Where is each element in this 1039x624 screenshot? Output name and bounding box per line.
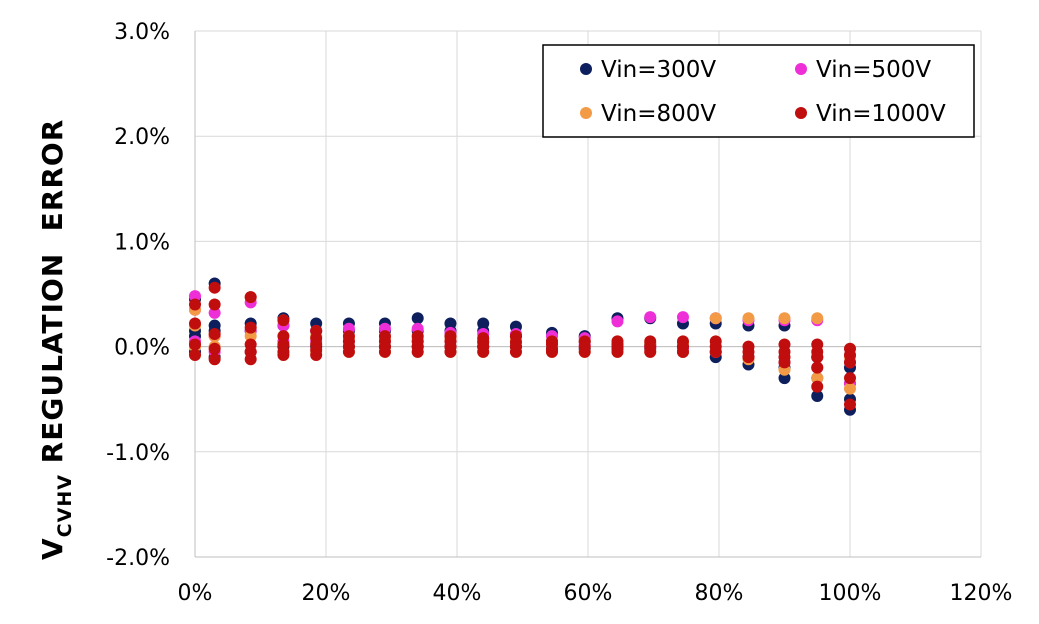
data-point — [277, 349, 290, 362]
y-tick-label: 2.0% — [114, 125, 170, 150]
legend-marker — [795, 63, 807, 75]
data-point — [244, 330, 257, 343]
y-tick-label: 3.0% — [114, 20, 170, 45]
data-point — [277, 314, 290, 327]
data-point — [709, 312, 722, 325]
data-point — [477, 345, 490, 358]
data-point — [208, 306, 221, 319]
series-vin-1000v — [189, 281, 856, 411]
y-axis-ticks: 3.0% 2.0% 1.0% 0.0% -1.0% -2.0% — [106, 20, 170, 571]
data-point — [611, 345, 624, 358]
data-point — [778, 372, 791, 385]
data-point — [189, 298, 201, 311]
legend-label: Vin=800V — [601, 101, 716, 127]
data-point — [411, 345, 424, 358]
data-point — [811, 351, 824, 364]
data-point — [208, 298, 221, 311]
data-point — [189, 338, 201, 351]
x-tick-label: 60% — [564, 581, 613, 606]
data-point — [189, 290, 201, 303]
legend-marker — [580, 63, 592, 75]
data-point — [578, 345, 591, 358]
data-point — [778, 312, 791, 325]
y-axis-label-main: V — [36, 537, 69, 560]
data-point — [844, 356, 856, 369]
data-point — [509, 345, 522, 358]
x-tick-label: 0% — [178, 581, 213, 606]
legend: Vin=300V Vin=500V Vin=800V Vin=1000V — [542, 44, 975, 138]
data-point — [844, 372, 856, 385]
data-point — [342, 345, 355, 358]
y-tick-label: 1.0% — [114, 230, 170, 255]
data-point — [411, 312, 424, 325]
data-point — [378, 345, 391, 358]
data-point — [844, 398, 856, 411]
data-point — [811, 312, 824, 325]
y-axis-label-subscript: CVHV — [54, 474, 76, 537]
data-point — [545, 345, 558, 358]
data-point — [644, 311, 657, 324]
data-point — [208, 342, 221, 355]
data-point — [709, 345, 722, 358]
x-tick-label: 100% — [819, 581, 882, 606]
data-point — [811, 372, 824, 385]
x-tick-label: 20% — [302, 581, 351, 606]
data-point — [844, 382, 856, 395]
y-tick-label: 0.0% — [114, 336, 170, 361]
data-point — [811, 361, 824, 374]
data-point — [208, 281, 221, 294]
data-point — [244, 353, 257, 366]
data-point — [277, 330, 290, 343]
data-point — [189, 317, 201, 330]
data-point — [189, 349, 201, 362]
legend-label: Vin=1000V — [816, 101, 946, 127]
data-point — [811, 390, 824, 403]
y-axis-label: VCVHV REGULATION ERROR — [36, 119, 76, 560]
x-tick-label: 80% — [695, 581, 744, 606]
series-vin-500v — [189, 290, 856, 390]
data-point — [742, 312, 755, 325]
legend-marker — [580, 107, 592, 119]
x-tick-label: 40% — [433, 581, 482, 606]
data-point — [208, 327, 221, 340]
data-points — [189, 277, 856, 416]
x-tick-label: 120% — [950, 581, 1013, 606]
y-tick-label: -2.0% — [106, 546, 170, 571]
legend-box — [542, 44, 975, 138]
data-point — [676, 311, 689, 324]
y-axis-label-rest: REGULATION ERROR — [36, 119, 69, 474]
legend-label: Vin=300V — [601, 57, 716, 83]
y-tick-label: -1.0% — [106, 441, 170, 466]
data-point — [742, 351, 755, 364]
legend-marker — [795, 107, 807, 119]
data-point — [778, 356, 791, 369]
data-point — [811, 380, 824, 393]
data-point — [611, 315, 624, 328]
data-point — [244, 291, 257, 304]
data-point — [310, 349, 323, 362]
data-point — [208, 353, 221, 366]
data-point — [244, 321, 257, 334]
legend-label: Vin=500V — [816, 57, 931, 83]
x-axis-ticks: 0% 20% 40% 60% 80% 100% 120% — [178, 581, 1013, 606]
data-point — [676, 345, 689, 358]
data-point — [444, 345, 457, 358]
data-point — [644, 345, 657, 358]
